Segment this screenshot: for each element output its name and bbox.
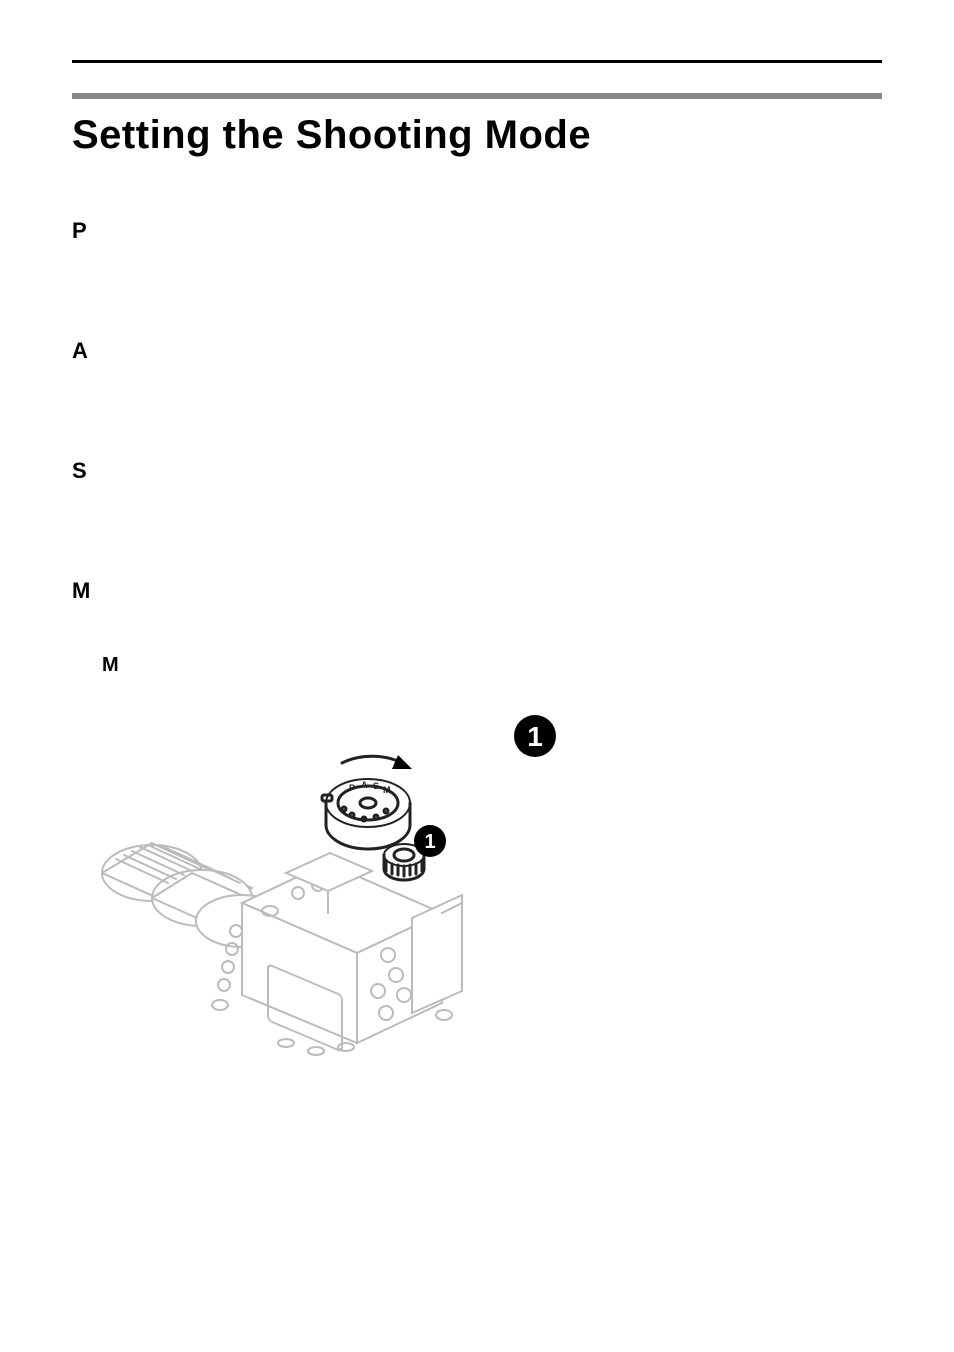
step-badge-number: 1	[527, 721, 543, 752]
mode-label-a: A	[72, 338, 882, 364]
camera-body	[212, 853, 462, 1055]
title-rule	[72, 93, 882, 99]
page-title: Setting the Shooting Mode	[72, 113, 882, 158]
step-badge: 1	[512, 713, 558, 759]
mode-label-s: S	[72, 458, 882, 484]
mode-label-p: P	[72, 218, 882, 244]
sub-mode-label: M	[102, 654, 882, 677]
dial-letter-s: S	[373, 781, 379, 791]
dial-letter-m: M	[383, 785, 391, 795]
dial-badge: 1	[414, 825, 446, 857]
dial-letter-a: A	[361, 780, 368, 790]
dial-badge-number: 1	[424, 831, 435, 853]
camera-figure: M S A P 1	[72, 713, 882, 1073]
mode-list: P A S M	[72, 218, 882, 604]
header-rule	[72, 60, 882, 63]
camera-illustration: M S A P 1	[72, 713, 492, 1073]
mode-label-m: M	[72, 578, 882, 604]
document-page: Setting the Shooting Mode P A S M M	[0, 0, 954, 1352]
dial-letter-p: P	[349, 783, 355, 793]
